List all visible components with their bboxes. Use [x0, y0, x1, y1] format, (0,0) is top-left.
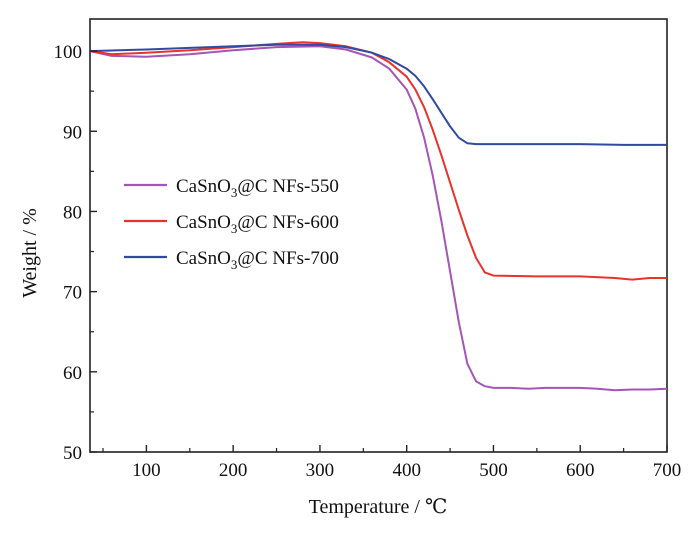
- y-tick-label: 60: [63, 363, 82, 384]
- legend-label-1: CaSnO3@C NFs-550: [176, 176, 339, 200]
- y-tick-label: 90: [63, 122, 82, 143]
- plot-frame-group: [89, 18, 668, 453]
- series-line-3: [89, 43, 667, 146]
- y-axis-title: Weight / %: [19, 208, 41, 297]
- y-tick-label: 50: [63, 443, 82, 464]
- legend-label-3: CaSnO3@C NFs-700: [176, 248, 339, 272]
- x-axis-title: Temperature / ℃: [309, 496, 448, 518]
- series-line-1: [89, 45, 668, 392]
- y-tick-label: 100: [54, 42, 83, 63]
- x-tick-label: 500: [479, 460, 508, 481]
- x-tick-label: 100: [132, 460, 161, 481]
- plot-frame: [89, 18, 668, 453]
- y-tick-label: 80: [63, 202, 82, 223]
- y-tick-label: 70: [63, 283, 82, 304]
- legend: CaSnO3@C NFs-550 CaSnO3@C NFs-600 CaSnO3@C…: [124, 176, 339, 272]
- series-group: [89, 41, 668, 392]
- legend-label-2: CaSnO3@C NFs-600: [176, 212, 339, 236]
- x-tick-label: 400: [392, 460, 421, 481]
- ticks-group: 100 200 300 400 500 600 700 50 60 70 80 90 100: [54, 42, 682, 481]
- x-tick-label: 600: [566, 460, 595, 481]
- x-tick-label: 200: [219, 460, 248, 481]
- x-tick-label: 700: [653, 460, 682, 481]
- x-tick-label: 300: [306, 460, 335, 481]
- series-line-2: [89, 41, 667, 281]
